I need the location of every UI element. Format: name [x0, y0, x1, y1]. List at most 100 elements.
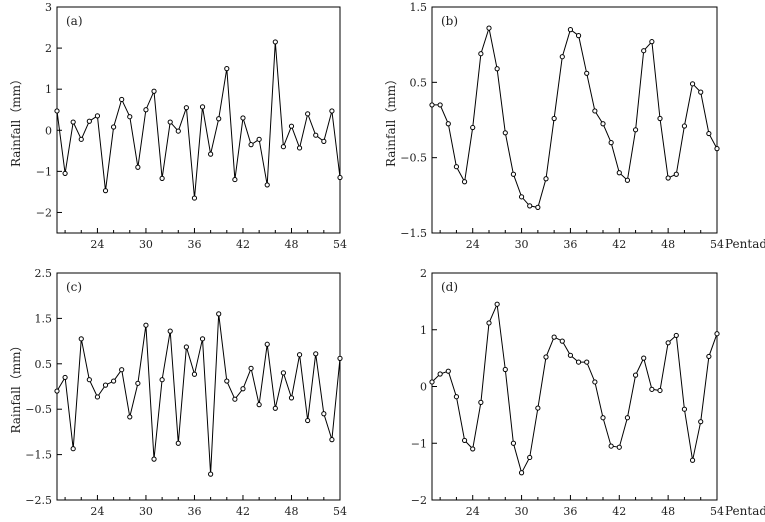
data-point [151, 88, 157, 94]
data-point [264, 341, 270, 347]
data-point [494, 66, 500, 72]
data-point [461, 179, 468, 185]
data-point [527, 454, 533, 461]
data-point [486, 320, 492, 326]
y-axis-label: Rainfall（mm） [9, 339, 23, 433]
x-tick-label: 36 [563, 238, 577, 251]
y-tick-label: −2 [36, 206, 52, 219]
data-point [510, 440, 517, 446]
data-point [167, 328, 173, 334]
panel-label: (a) [66, 14, 83, 28]
data-point [624, 415, 631, 421]
panel-label: (c) [66, 280, 82, 294]
data-point [256, 136, 262, 142]
data-point [151, 456, 157, 462]
data-point [111, 124, 117, 130]
data-point [329, 437, 335, 443]
data-point [143, 107, 149, 113]
data-point [445, 368, 451, 374]
y-tick-label: −1 [411, 437, 427, 450]
x-tick-label: 30 [139, 505, 153, 518]
data-point [288, 395, 295, 401]
data-point [111, 378, 117, 384]
data-point [86, 118, 92, 124]
x-tick-label: 42 [236, 505, 250, 518]
x-tick-label: 54 [710, 505, 724, 518]
data-point [502, 366, 508, 373]
data-point [470, 446, 476, 452]
chart-panel: −1.5 −0.5 0.5 1.5 24 30 36 42 48 54 Pentad Rainfall… [384, 1, 765, 251]
data-point [608, 443, 614, 449]
y-tick-label: −0.5 [400, 152, 427, 165]
series-line [56, 41, 341, 199]
data-point [535, 405, 541, 411]
data-point [706, 353, 712, 360]
data-point [127, 114, 133, 120]
data-point [584, 359, 590, 365]
data-point [183, 105, 189, 111]
x-tick-label: 42 [612, 505, 626, 518]
data-point [559, 338, 565, 344]
data-point [54, 388, 60, 394]
data-point [191, 195, 198, 201]
data-point [94, 394, 101, 400]
data-point [575, 359, 582, 365]
x-tick-label: 42 [236, 238, 250, 251]
data-point [551, 334, 557, 340]
x-tick-label: 24 [90, 238, 104, 251]
chart-panel: −2.5 −1.5 −0.5 0.5 1.5 2.5 24 30 36 42 48 54 Rainfal… [9, 267, 347, 518]
x-tick-label: 54 [710, 238, 724, 251]
data-point [216, 311, 222, 317]
y-tick-label: 3 [45, 1, 52, 14]
x-tick-label: 54 [333, 238, 347, 251]
x-tick-label: 24 [90, 505, 104, 518]
data-point [94, 113, 101, 119]
x-tick-label: 30 [515, 238, 529, 251]
data-point [673, 332, 679, 339]
data-point [135, 164, 141, 170]
data-point [78, 336, 84, 342]
data-point [616, 170, 622, 176]
y-tick-label: −2.5 [25, 494, 52, 507]
data-point [510, 171, 517, 177]
x-tick-label: 24 [466, 505, 480, 518]
data-point [62, 170, 68, 177]
data-point [272, 39, 278, 45]
y-tick-label: 0 [420, 381, 427, 394]
data-point [714, 331, 720, 337]
y-tick-label: −0.5 [25, 403, 52, 416]
data-point [337, 355, 343, 361]
data-point [673, 171, 679, 177]
y-tick-label: 1 [45, 83, 52, 96]
y-tick-label: 0 [45, 124, 52, 137]
data-point [86, 377, 92, 383]
data-point [232, 396, 238, 402]
data-point [649, 386, 655, 392]
data-point [461, 437, 468, 444]
data-point [657, 115, 663, 122]
panel-label: (b) [441, 14, 458, 28]
y-tick-label: 1 [420, 324, 427, 337]
data-point [518, 470, 525, 476]
data-point [264, 182, 270, 188]
data-point [159, 175, 165, 181]
x-tick-label: 48 [284, 238, 298, 251]
y-tick-label: 1.5 [410, 1, 428, 14]
y-tick-label: 0.5 [35, 358, 53, 371]
data-point [119, 96, 125, 103]
data-point [665, 175, 671, 181]
y-tick-label: 2.5 [35, 267, 53, 280]
y-tick-label: 2 [45, 42, 52, 55]
data-point [224, 66, 230, 72]
x-tick-label: 48 [284, 505, 298, 518]
y-tick-label: −2 [411, 494, 427, 507]
data-point [486, 25, 492, 31]
data-point [453, 394, 460, 400]
x-axis-label: Pentad [725, 504, 765, 518]
data-point [119, 367, 125, 373]
data-point [575, 33, 582, 39]
data-point [681, 123, 688, 129]
data-point [543, 354, 549, 360]
data-point [224, 378, 230, 384]
x-tick-label: 36 [187, 505, 201, 518]
